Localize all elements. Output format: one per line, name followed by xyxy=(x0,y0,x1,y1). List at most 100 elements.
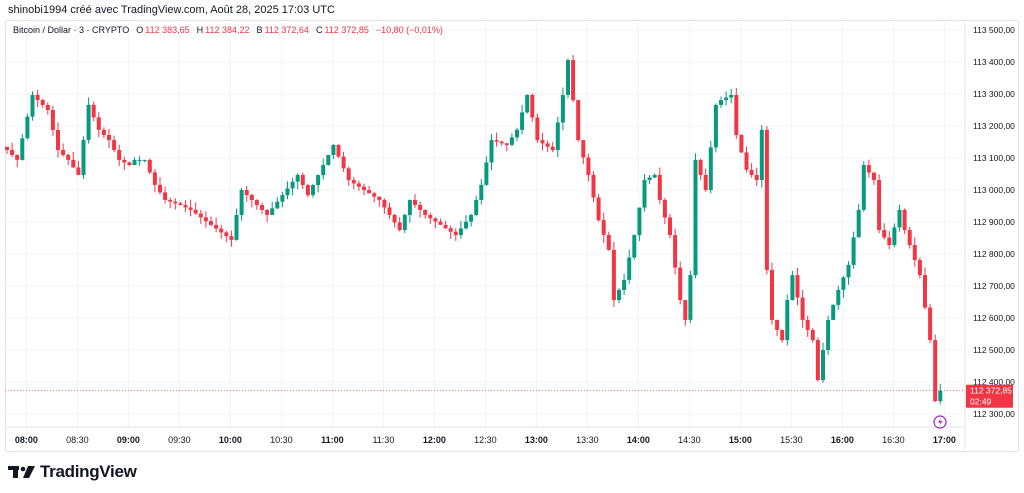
candle-body xyxy=(509,137,514,145)
candle-body xyxy=(581,140,586,158)
time-tick-label: 14:00 xyxy=(627,435,650,445)
candle-body xyxy=(866,165,871,173)
candle-body xyxy=(122,159,127,163)
candle-body xyxy=(887,237,892,246)
candle-body xyxy=(550,146,555,150)
candle-body xyxy=(474,199,479,215)
time-tick-label: 16:30 xyxy=(882,435,905,445)
symbol-title[interactable]: Bitcoin / Dollar · 3 · CRYPTO xyxy=(13,25,130,35)
candle-body xyxy=(652,174,657,178)
candle-body xyxy=(382,199,387,208)
candle-body xyxy=(158,184,162,193)
price-tick-label: 112 900,00 xyxy=(973,217,1015,227)
tradingview-logo[interactable]: TradingView xyxy=(8,462,137,482)
candle-body xyxy=(397,222,402,230)
candle-body xyxy=(504,143,509,145)
price-tick-label: 113 200,00 xyxy=(973,121,1015,131)
candle-body xyxy=(754,174,759,181)
lightning-icon[interactable] xyxy=(933,415,947,429)
candle-body xyxy=(933,340,938,402)
candle-body xyxy=(351,180,356,184)
candle-body xyxy=(617,290,621,301)
candle-body xyxy=(224,232,229,237)
candle-body xyxy=(81,139,86,175)
candle-body xyxy=(770,270,774,320)
candle-body xyxy=(591,174,596,198)
candle-body xyxy=(688,275,693,320)
candle-body xyxy=(805,319,810,330)
candle-body xyxy=(469,214,474,222)
candle-body xyxy=(928,307,933,341)
last-price-tag: 112 372,85 02:49 xyxy=(5,384,1013,408)
candles xyxy=(5,54,943,404)
candle-body xyxy=(703,174,708,190)
time-tick-label: 11:30 xyxy=(372,435,394,445)
candle-body xyxy=(708,147,713,190)
candle-body xyxy=(846,264,851,278)
candle-body xyxy=(260,205,264,210)
time-tick-label: 13:30 xyxy=(576,435,599,445)
candle-body xyxy=(836,289,841,305)
candle-body xyxy=(249,195,254,201)
candle-body xyxy=(66,154,71,160)
candle-body xyxy=(107,134,111,141)
candle-body xyxy=(433,218,438,222)
candle-body xyxy=(764,129,769,270)
candle-body xyxy=(35,94,40,100)
candle-body xyxy=(622,279,627,290)
candle-body xyxy=(826,319,831,350)
candle-body xyxy=(458,228,463,236)
candle-body xyxy=(729,94,734,98)
price-tick-label: 112 500,00 xyxy=(973,345,1015,355)
candle-body xyxy=(188,207,193,210)
candle-body xyxy=(163,192,168,200)
time-tick-label: 15:00 xyxy=(729,435,752,445)
candle-body xyxy=(453,231,458,236)
candle-body xyxy=(719,100,723,105)
time-tick-label: 13:00 xyxy=(525,435,548,445)
time-tick-label: 16:00 xyxy=(831,435,854,445)
candle-body xyxy=(229,236,234,240)
candle-body xyxy=(586,157,591,175)
candle-body xyxy=(290,181,295,189)
candle-body xyxy=(938,390,943,402)
candle-body xyxy=(173,201,178,204)
candle-body xyxy=(499,141,504,144)
candle-body xyxy=(193,209,198,214)
candle-body xyxy=(214,224,219,229)
candle-body xyxy=(637,207,642,236)
candle-body xyxy=(744,152,749,170)
price-tick-label: 113 300,00 xyxy=(973,89,1015,99)
candle-body xyxy=(535,117,540,141)
candle-body xyxy=(91,104,96,118)
candle-body xyxy=(418,204,423,210)
chart-caption: shinobi1994 créé avec TradingView.com, A… xyxy=(8,4,335,16)
candle-body xyxy=(821,350,825,381)
candle-body xyxy=(713,104,718,148)
candle-body xyxy=(50,110,55,130)
candle-body xyxy=(790,275,795,301)
candle-body xyxy=(321,165,326,176)
candle-body xyxy=(479,184,484,200)
candle-body xyxy=(132,159,137,166)
candle-body xyxy=(662,199,667,218)
candle-body xyxy=(336,144,341,157)
candle-body xyxy=(861,165,866,210)
candle-body xyxy=(413,199,417,205)
price-tick-label: 113 500,00 xyxy=(973,25,1015,35)
candle-body xyxy=(657,174,662,200)
candle-body xyxy=(239,190,244,215)
candle-body xyxy=(647,177,652,181)
candle-body xyxy=(678,267,683,301)
candle-body xyxy=(377,196,382,200)
candle-body xyxy=(367,190,372,194)
last-price-value: 112 372,85 xyxy=(970,386,1012,396)
candle-body xyxy=(800,297,805,320)
time-tick-label: 15:30 xyxy=(780,435,803,445)
candle-body xyxy=(540,140,545,144)
time-tick-label: 09:00 xyxy=(117,435,140,445)
candle-body xyxy=(520,112,525,130)
time-tick-label: 14:30 xyxy=(678,435,701,445)
candle-body xyxy=(147,159,152,173)
